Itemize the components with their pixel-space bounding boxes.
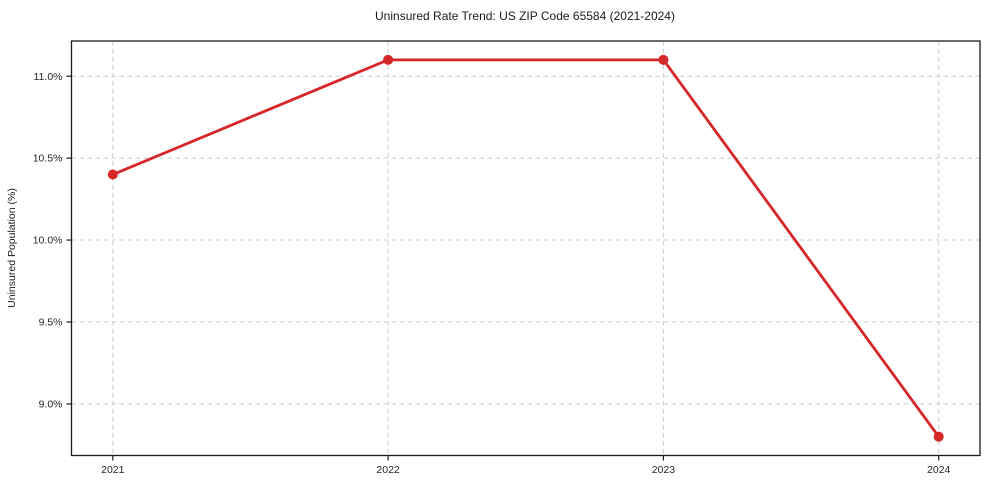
y-tick-label: 9.5% xyxy=(39,317,63,329)
grid-layer xyxy=(71,41,980,456)
chart-title: Uninsured Rate Trend: US ZIP Code 65584 … xyxy=(375,9,675,23)
trend-line xyxy=(111,58,941,439)
data-point-2023 xyxy=(658,54,669,65)
x-tick-label: 2023 xyxy=(652,464,676,476)
data-point-2024 xyxy=(933,431,944,442)
trend-series xyxy=(107,54,944,442)
x-tick-label: 2021 xyxy=(101,464,125,476)
data-point-2021 xyxy=(107,169,118,180)
x-tick-label: 2022 xyxy=(376,464,400,476)
x-tick-label: 2024 xyxy=(927,464,951,476)
y-axis-label: Uninsured Population (%) xyxy=(6,188,18,308)
axes-layer: 2021 2022 2023 2024 9.0% 9.5% 10.0% 10.5% 11.0% xyxy=(33,40,981,476)
y-tick-label: 10.5% xyxy=(33,153,63,165)
data-point-2022 xyxy=(383,54,394,65)
y-tick-label: 9.0% xyxy=(39,398,63,410)
y-tick-label: 10.0% xyxy=(33,235,63,247)
y-tick-label: 11.0% xyxy=(34,71,63,83)
plot-frame xyxy=(70,40,981,457)
